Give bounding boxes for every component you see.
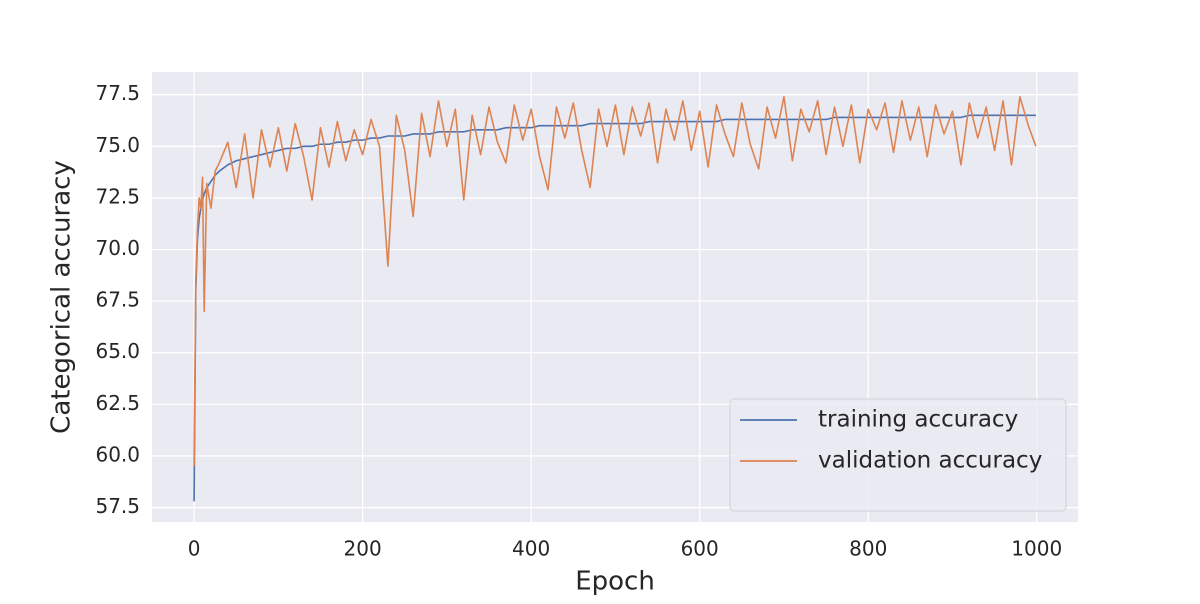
x-tick-label: 600 — [681, 537, 719, 561]
x-tick-label: 400 — [512, 537, 550, 561]
lines — [193, 95, 1037, 502]
legend: training accuracy validation accuracy — [729, 398, 1067, 512]
y-tick-label: 57.5 — [95, 494, 140, 518]
y-tick-label: 72.5 — [95, 184, 140, 208]
y-tick-label: 67.5 — [95, 288, 140, 312]
y-tick-label: 62.5 — [95, 391, 140, 415]
y-tick-label: 60.0 — [95, 442, 140, 466]
y-tick-label: 65.0 — [95, 339, 140, 363]
line-series — [193, 114, 1036, 502]
y-tick-label: 75.0 — [95, 133, 140, 157]
y-tick-label: 70.0 — [95, 236, 140, 260]
legend-box — [729, 398, 1067, 512]
x-tick-label: 200 — [344, 537, 382, 561]
x-tick-label: 800 — [849, 537, 887, 561]
legend-label: training accuracy — [818, 407, 1018, 433]
y-tick-label: 77.5 — [95, 81, 140, 105]
x-tick-label: 1000 — [1011, 537, 1062, 561]
tick-labels: 57.5 60.0 62.5 65.0 67.5 70.0 72.5 75.0 77.5 0 200… — [95, 81, 1062, 560]
y-axis-label: Categorical accuracy — [47, 160, 77, 434]
line-series — [193, 95, 1037, 467]
x-tick-label: 0 — [188, 537, 201, 561]
x-axis-label: Epoch — [575, 567, 655, 597]
legend-label: validation accuracy — [818, 448, 1042, 474]
